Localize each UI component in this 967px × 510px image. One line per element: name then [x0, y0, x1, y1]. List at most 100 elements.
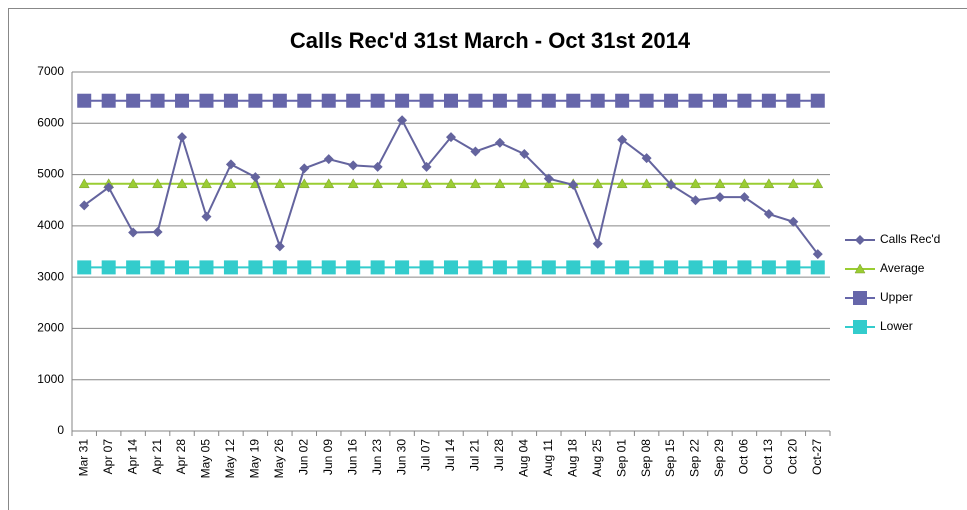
marker — [763, 209, 774, 220]
marker — [494, 137, 505, 148]
x-tick-label: May 12 — [223, 439, 237, 479]
marker — [395, 93, 410, 108]
marker — [592, 238, 603, 249]
marker — [419, 93, 434, 108]
marker — [223, 260, 238, 275]
marker — [321, 260, 336, 275]
marker — [248, 93, 263, 108]
marker — [810, 93, 825, 108]
marker — [543, 173, 554, 184]
legend-marker — [853, 320, 867, 334]
marker — [566, 93, 581, 108]
chart-title: Calls Rec'd 31st March - Oct 31st 2014 — [290, 28, 691, 53]
marker — [199, 260, 214, 275]
y-tick-label: 6000 — [37, 115, 64, 129]
marker — [248, 260, 263, 275]
marker — [592, 178, 604, 189]
marker — [615, 260, 630, 275]
marker — [688, 93, 703, 108]
marker — [150, 260, 165, 275]
marker — [323, 154, 334, 165]
marker — [299, 163, 310, 174]
marker — [177, 132, 188, 143]
marker — [812, 249, 823, 260]
x-tick-label: Jul 21 — [468, 439, 482, 471]
marker — [494, 178, 506, 189]
marker — [272, 93, 287, 108]
marker — [348, 160, 359, 171]
marker — [250, 172, 261, 183]
marker — [812, 178, 824, 189]
y-tick-label: 5000 — [37, 167, 64, 181]
marker — [666, 179, 677, 190]
marker — [126, 260, 141, 275]
legend-label: Calls Rec'd — [880, 232, 940, 246]
marker — [712, 93, 727, 108]
marker — [128, 227, 139, 238]
x-tick-label: Mar 31 — [76, 439, 90, 477]
y-tick-label: 2000 — [37, 321, 64, 335]
marker — [446, 132, 456, 143]
y-tick-label: 4000 — [37, 218, 64, 232]
marker — [127, 178, 139, 189]
x-tick-label: Sep 29 — [712, 439, 726, 477]
marker — [396, 178, 408, 189]
marker — [372, 178, 384, 189]
x-tick-label: Jun 16 — [345, 439, 359, 475]
legend-marker — [854, 263, 866, 274]
x-tick-label: Oct 20 — [785, 439, 799, 475]
marker — [372, 161, 383, 172]
marker — [641, 153, 652, 164]
marker — [419, 260, 434, 275]
y-tick-label: 7000 — [37, 64, 64, 78]
marker — [272, 260, 287, 275]
marker — [152, 227, 163, 238]
x-tick-label: Sep 22 — [688, 439, 702, 477]
x-tick-label: Sep 08 — [639, 439, 653, 477]
x-tick-label: May 26 — [272, 439, 286, 479]
marker — [347, 178, 359, 189]
marker — [77, 93, 92, 108]
marker — [79, 200, 90, 211]
marker — [126, 93, 141, 108]
marker — [810, 260, 825, 275]
x-tick-label: Aug 11 — [541, 439, 555, 476]
marker — [541, 93, 556, 108]
marker — [788, 216, 799, 227]
marker — [421, 178, 432, 189]
marker — [78, 178, 90, 189]
marker — [761, 260, 776, 275]
marker — [201, 178, 212, 189]
marker — [421, 161, 432, 172]
marker — [297, 93, 312, 108]
x-tick-label: Jun 09 — [321, 439, 335, 475]
marker — [518, 178, 530, 189]
marker — [492, 93, 507, 108]
marker — [639, 260, 654, 275]
marker — [737, 93, 752, 108]
marker — [492, 260, 507, 275]
x-tick-label: Oct 06 — [737, 439, 751, 475]
x-tick-label: Jun 23 — [370, 439, 384, 475]
marker — [712, 260, 727, 275]
x-tick-label: Jul 14 — [443, 439, 457, 471]
marker — [298, 178, 310, 189]
marker — [370, 93, 385, 108]
marker — [201, 211, 212, 222]
marker — [517, 93, 532, 108]
marker — [590, 93, 605, 108]
marker — [101, 93, 116, 108]
marker — [786, 260, 801, 275]
marker — [590, 260, 605, 275]
marker — [77, 260, 92, 275]
x-tick-label: Aug 25 — [590, 439, 604, 477]
marker — [664, 93, 679, 108]
marker — [786, 93, 801, 108]
x-tick-label: Apr 21 — [150, 439, 164, 475]
marker — [101, 260, 116, 275]
x-tick-label: Apr 07 — [101, 439, 115, 475]
marker — [323, 178, 335, 189]
marker — [225, 159, 236, 170]
marker — [225, 178, 237, 189]
